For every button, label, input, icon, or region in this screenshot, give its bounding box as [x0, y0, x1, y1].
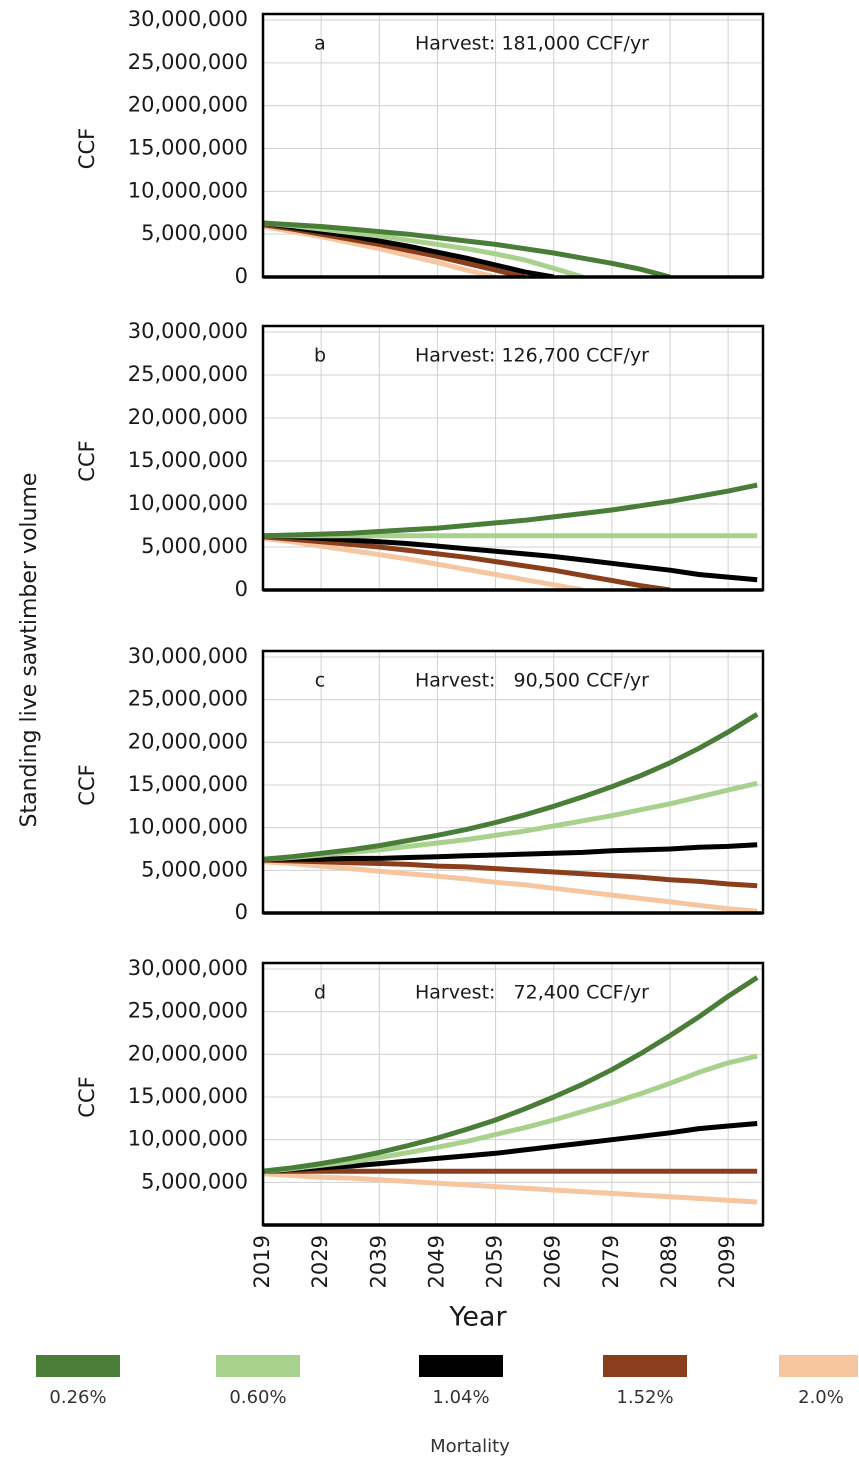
y-tick-label: 10,000,000 — [128, 491, 248, 515]
x-tick-label: 2079 — [599, 1235, 623, 1288]
panel-letter: a — [314, 33, 326, 55]
legend-label: 0.26% — [49, 1387, 106, 1408]
y-tick-label: 25,000,000 — [128, 362, 248, 386]
legend-label: 2.0% — [798, 1387, 844, 1408]
x-tick-label: 2029 — [308, 1235, 332, 1288]
x-tick-label: 2039 — [366, 1235, 390, 1288]
y-tick-label: 0 — [235, 900, 248, 924]
panel-letter: b — [314, 345, 326, 367]
legend-swatch — [216, 1355, 300, 1377]
y-tick-label: 15,000,000 — [128, 448, 248, 472]
series-line — [263, 535, 584, 590]
plot-area — [263, 220, 671, 277]
y-tick-label: 5,000,000 — [141, 857, 248, 881]
y-axis-label: CCF — [75, 128, 99, 169]
series-line — [263, 859, 758, 913]
y-axis-label: CCF — [75, 1076, 99, 1117]
plot-area — [263, 712, 759, 913]
y-tick-label: 10,000,000 — [128, 1127, 248, 1151]
plot-area — [263, 482, 758, 590]
y-tick-label: 20,000,000 — [128, 1041, 248, 1065]
y-tick-label: 5,000,000 — [141, 1169, 248, 1193]
series-line — [263, 857, 758, 889]
series-line — [263, 533, 758, 583]
panel-annotation: Harvest: 181,000 CCF/yr — [415, 33, 649, 55]
x-tick-label: 2099 — [715, 1235, 739, 1288]
series-line — [263, 482, 758, 539]
legend-swatch — [419, 1355, 503, 1377]
panel-annotation: Harvest: 126,700 CCF/yr — [415, 345, 649, 367]
legend-title: Mortality — [430, 1436, 510, 1457]
series-line — [263, 1171, 758, 1205]
panel-annotation: Harvest: 90,500 CCF/yr — [415, 670, 649, 692]
y-tick-label: 25,000,000 — [128, 687, 248, 711]
series-line — [263, 1121, 758, 1174]
y-tick-label: 10,000,000 — [128, 815, 248, 839]
y-tick-label: 25,000,000 — [128, 50, 248, 74]
series-line — [263, 712, 759, 862]
y-tick-label: 20,000,000 — [128, 405, 248, 429]
y-tick-label: 25,000,000 — [128, 999, 248, 1023]
x-tick-label: 2089 — [657, 1235, 681, 1288]
panel-letter: d — [314, 982, 326, 1004]
y-tick-label: 30,000,000 — [128, 7, 248, 31]
plot-area — [263, 975, 759, 1205]
y-tick-label: 5,000,000 — [141, 534, 248, 558]
y-tick-label: 20,000,000 — [128, 93, 248, 117]
panel-letter: c — [315, 670, 325, 692]
shared-y-label: Standing live sawtimber volume — [17, 473, 42, 828]
series-line — [263, 220, 671, 277]
y-tick-label: 15,000,000 — [128, 136, 248, 160]
y-tick-label: 30,000,000 — [128, 956, 248, 980]
y-tick-label: 20,000,000 — [128, 729, 248, 753]
y-axis-label: CCF — [75, 440, 99, 481]
y-tick-label: 10,000,000 — [128, 178, 248, 202]
legend-label: 0.60% — [229, 1387, 286, 1408]
y-tick-label: 15,000,000 — [128, 1084, 248, 1108]
x-axis-label: Year — [448, 1302, 507, 1333]
x-tick-label: 2059 — [483, 1235, 507, 1288]
legend-swatch — [603, 1355, 687, 1377]
legend-label: 1.04% — [432, 1387, 489, 1408]
y-tick-label: 0 — [235, 577, 248, 601]
legend-label: 1.52% — [616, 1387, 673, 1408]
legend-swatch — [36, 1355, 120, 1377]
panel-annotation: Harvest: 72,400 CCF/yr — [415, 982, 649, 1004]
y-tick-label: 30,000,000 — [128, 644, 248, 668]
series-line — [263, 534, 671, 590]
legend-swatch — [779, 1355, 858, 1377]
y-tick-label: 15,000,000 — [128, 772, 248, 796]
x-tick-label: 2069 — [541, 1235, 565, 1288]
series-line — [263, 1053, 758, 1174]
series-line — [263, 842, 758, 862]
y-tick-label: 30,000,000 — [128, 319, 248, 343]
x-tick-label: 2049 — [424, 1235, 448, 1288]
x-tick-label: 2019 — [250, 1235, 274, 1288]
y-tick-label: 5,000,000 — [141, 221, 248, 245]
y-axis-label: CCF — [75, 764, 99, 805]
y-tick-label: 0 — [235, 264, 248, 288]
series-line — [263, 975, 759, 1174]
series-line — [263, 224, 497, 277]
